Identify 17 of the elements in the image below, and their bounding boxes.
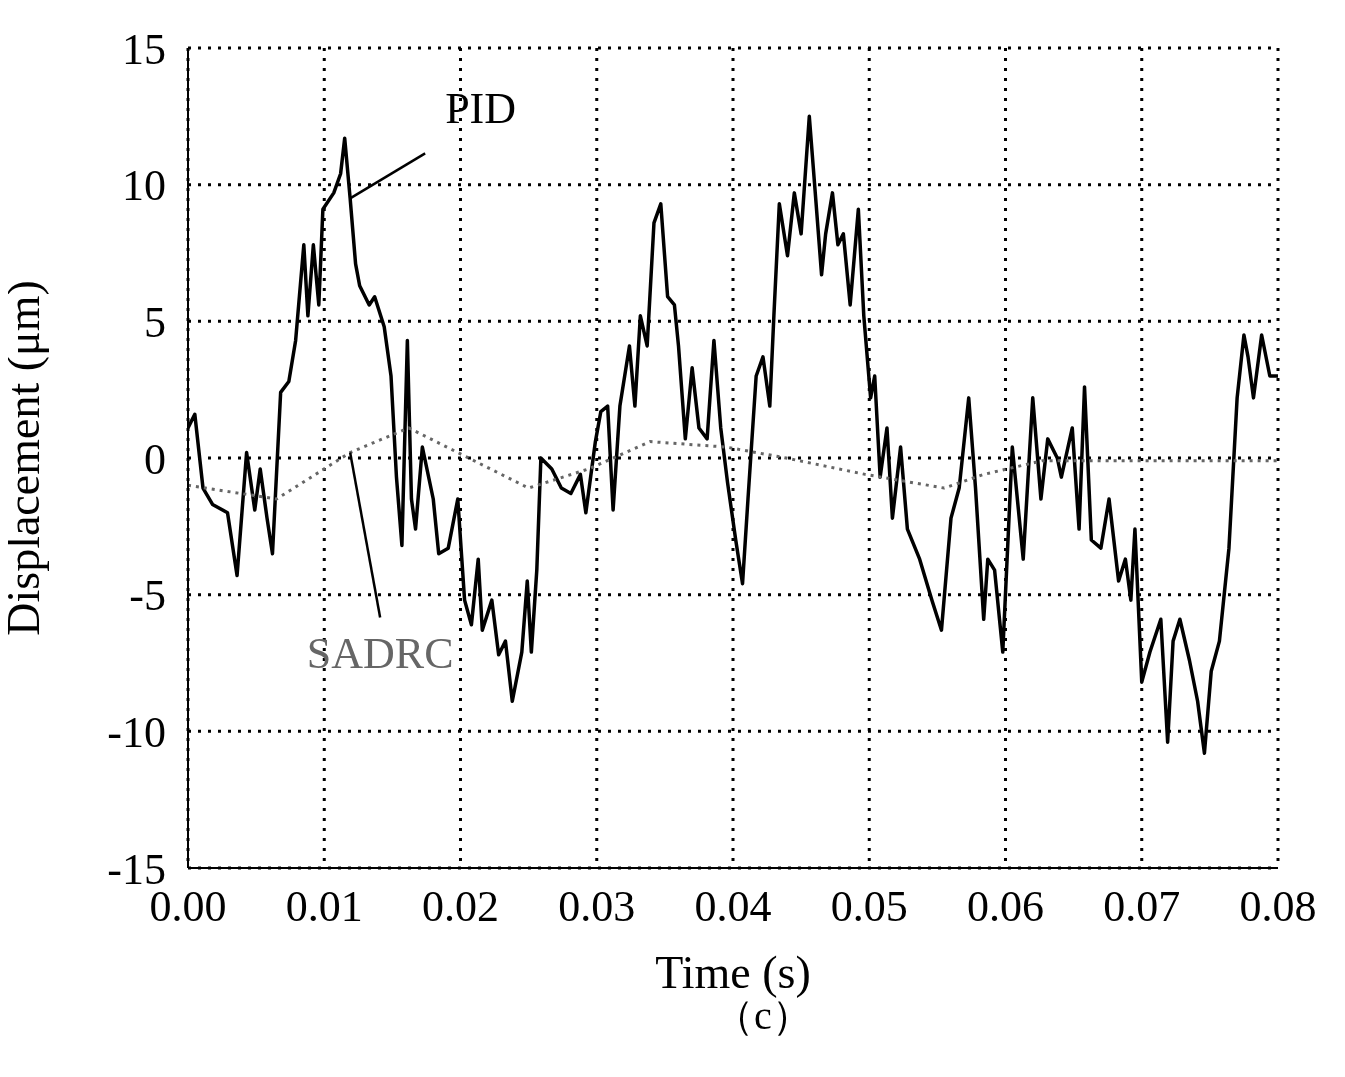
y-tick-label: 0: [144, 434, 166, 484]
text: PID: [445, 84, 517, 134]
y-tick-label: -10: [107, 707, 166, 757]
y-tick-label: -5: [129, 571, 166, 621]
x-tick-label: 0.08: [1239, 882, 1317, 932]
x-tick-label: 0.01: [285, 882, 363, 932]
x-tick-label: 0.03: [558, 882, 636, 932]
line-series: [188, 426, 1278, 501]
x-tick-label: 0.05: [830, 882, 908, 932]
x-tick-label: 0.04: [694, 882, 772, 932]
y-tick-label: 15: [122, 24, 166, 74]
x-tick-label: 0.02: [422, 882, 499, 932]
text: SADRC: [306, 628, 454, 678]
y-tick-label: 5: [144, 297, 166, 347]
y-tick-label: 10: [122, 161, 166, 211]
x-tick-label: 0.06: [967, 882, 1044, 932]
x-tick-label: 0.07: [1103, 882, 1181, 932]
